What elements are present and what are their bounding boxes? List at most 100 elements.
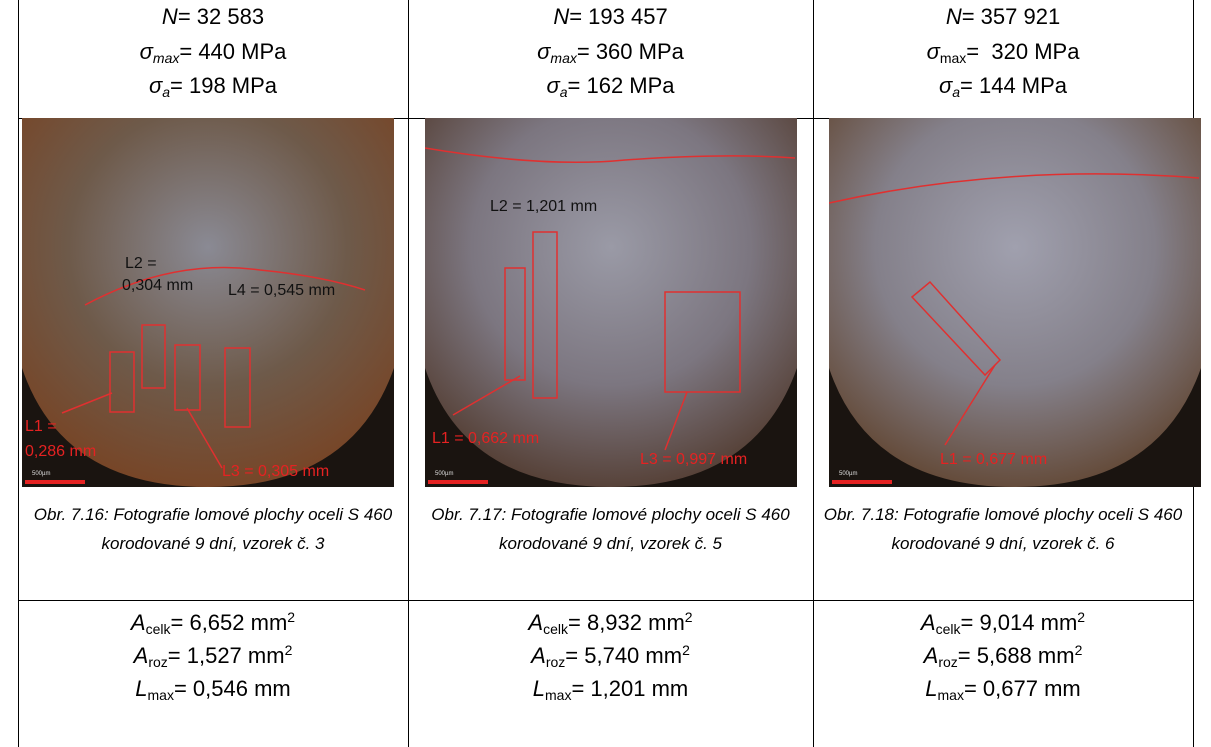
value: = 5,688 mm: [957, 643, 1075, 668]
symbol: σ: [537, 39, 551, 64]
value: = 9,014 mm: [960, 610, 1078, 635]
corner: [208, 368, 394, 487]
photo-label: L4 = 0,545 mm: [228, 282, 335, 299]
fracture-photo: L1 = 0,677 mm 500µm: [829, 118, 1201, 487]
leader-line: [944, 364, 996, 446]
photo-label: L3 = 0,305 mm: [222, 463, 329, 480]
value: = 1,201 mm: [571, 676, 689, 701]
value: = 198 MPa: [170, 73, 278, 98]
symbol: A: [531, 643, 546, 668]
value: = 320 MPa: [966, 39, 1080, 64]
subscript: max: [937, 687, 964, 703]
value: = 144 MPa: [960, 73, 1068, 98]
photo-label: 0,286 mm: [25, 443, 96, 460]
superscript: 2: [1077, 609, 1086, 625]
crack-box: [504, 267, 526, 381]
formula: N= 357 921: [813, 4, 1193, 30]
value: = 8,932 mm: [568, 610, 685, 635]
subscript: a: [559, 84, 568, 100]
crack-box: [910, 280, 1002, 377]
formula: N= 32 583: [18, 4, 408, 30]
symbol: A: [130, 610, 146, 635]
boundary-curve: [829, 173, 1200, 204]
symbol: L: [925, 676, 938, 701]
formula: Acelk= 8,932 mm2: [408, 610, 813, 636]
table-border: [18, 600, 1194, 601]
scale-label: 500µm: [839, 471, 857, 477]
formula: Acelk= 6,652 mm2: [18, 610, 408, 636]
subscript: a: [162, 84, 171, 100]
table-border: [408, 0, 409, 747]
scale-bar: [428, 480, 488, 484]
crack-box: [141, 324, 166, 389]
crack-box: [532, 231, 558, 399]
scale-label: 500µm: [32, 471, 50, 477]
leader-line: [61, 392, 113, 414]
value: = 6,652 mm: [170, 610, 288, 635]
corner: [22, 368, 208, 487]
value: = 357 921: [961, 4, 1061, 29]
leader-line: [664, 391, 688, 451]
scale-bar: [25, 480, 85, 484]
subscript: celk: [145, 621, 171, 637]
subscript: celk: [935, 621, 961, 637]
scale-label: 500µm: [435, 471, 453, 477]
symbol: A: [923, 643, 939, 668]
formula: Aroz= 5,688 mm2: [813, 643, 1193, 669]
symbol: σ: [926, 39, 940, 64]
photo-bg: [829, 118, 1201, 487]
symbol: L: [135, 676, 148, 701]
table-border: [18, 0, 19, 747]
corner: [611, 368, 797, 487]
scale-bar: [832, 480, 892, 484]
superscript: 2: [1074, 642, 1083, 658]
formula: Aroz= 1,527 mm2: [18, 643, 408, 669]
photo-label: L2 =: [125, 255, 157, 272]
subscript: max: [152, 50, 180, 66]
subscript: max: [550, 50, 577, 66]
value: = 360 MPa: [576, 39, 684, 64]
formula: Aroz= 5,740 mm2: [408, 643, 813, 669]
photo-bg: [22, 118, 394, 487]
crack-box: [224, 347, 251, 428]
leader-line: [452, 375, 521, 416]
value: = 1,527 mm: [167, 643, 285, 668]
formula: N= 193 457: [408, 4, 813, 30]
subscript: max: [939, 50, 967, 66]
fracture-photo: L2 = 1,201 mm L1 = 0,662 mm L3 = 0,997 mm 5…: [425, 118, 797, 487]
formula: σmax= 360 MPa: [408, 39, 813, 65]
formula: σa= 198 MPa: [18, 73, 408, 99]
formula: σmax= 320 MPa: [813, 39, 1193, 65]
symbol: N: [945, 4, 962, 29]
symbol: A: [133, 643, 149, 668]
photo-bg: [425, 118, 797, 487]
value: = 193 457: [569, 4, 668, 29]
photo-label: L3 = 0,997 mm: [640, 451, 747, 468]
symbol: L: [532, 676, 545, 701]
symbol: N: [161, 4, 178, 29]
table-border: [813, 0, 814, 747]
subscript: max: [545, 687, 572, 703]
symbol: σ: [139, 39, 153, 64]
photo-label: L1 =: [25, 418, 57, 435]
corner: [425, 368, 611, 487]
value: = 162 MPa: [567, 73, 675, 98]
boundary-curve: [84, 266, 366, 306]
formula: σa= 162 MPa: [408, 73, 813, 99]
formula: σmax= 440 MPa: [18, 39, 408, 65]
photo-label: L1 = 0,677 mm: [940, 451, 1047, 468]
photo-label: L1 = 0,662 mm: [432, 430, 539, 447]
corner: [829, 368, 1015, 487]
formula: Lmax= 0,677 mm: [813, 676, 1193, 702]
value: = 5,740 mm: [565, 643, 683, 668]
caption: Obr. 7.18: Fotografie lomové plochy ocel…: [823, 505, 1183, 553]
symbol: A: [920, 610, 936, 635]
subscript: roz: [545, 654, 566, 670]
corner: [1015, 368, 1201, 487]
photo-label: 0,304 mm: [122, 277, 193, 294]
value: = 32 583: [177, 4, 265, 29]
boundary-curve: [425, 147, 796, 164]
superscript: 2: [684, 609, 693, 625]
caption: Obr. 7.16: Fotografie lomové plochy ocel…: [33, 505, 393, 553]
